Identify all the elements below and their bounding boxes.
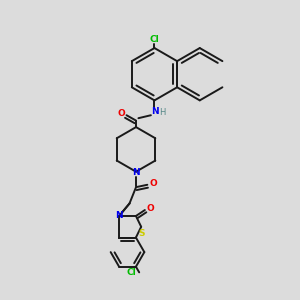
Text: O: O: [149, 179, 157, 188]
Text: N: N: [132, 168, 140, 177]
Text: S: S: [139, 229, 145, 238]
Text: O: O: [117, 109, 125, 118]
Text: N: N: [151, 107, 158, 116]
Text: H: H: [160, 108, 166, 117]
Text: O: O: [146, 204, 154, 213]
Text: Cl: Cl: [127, 268, 136, 277]
Text: Cl: Cl: [150, 35, 159, 44]
Text: N: N: [115, 212, 123, 220]
